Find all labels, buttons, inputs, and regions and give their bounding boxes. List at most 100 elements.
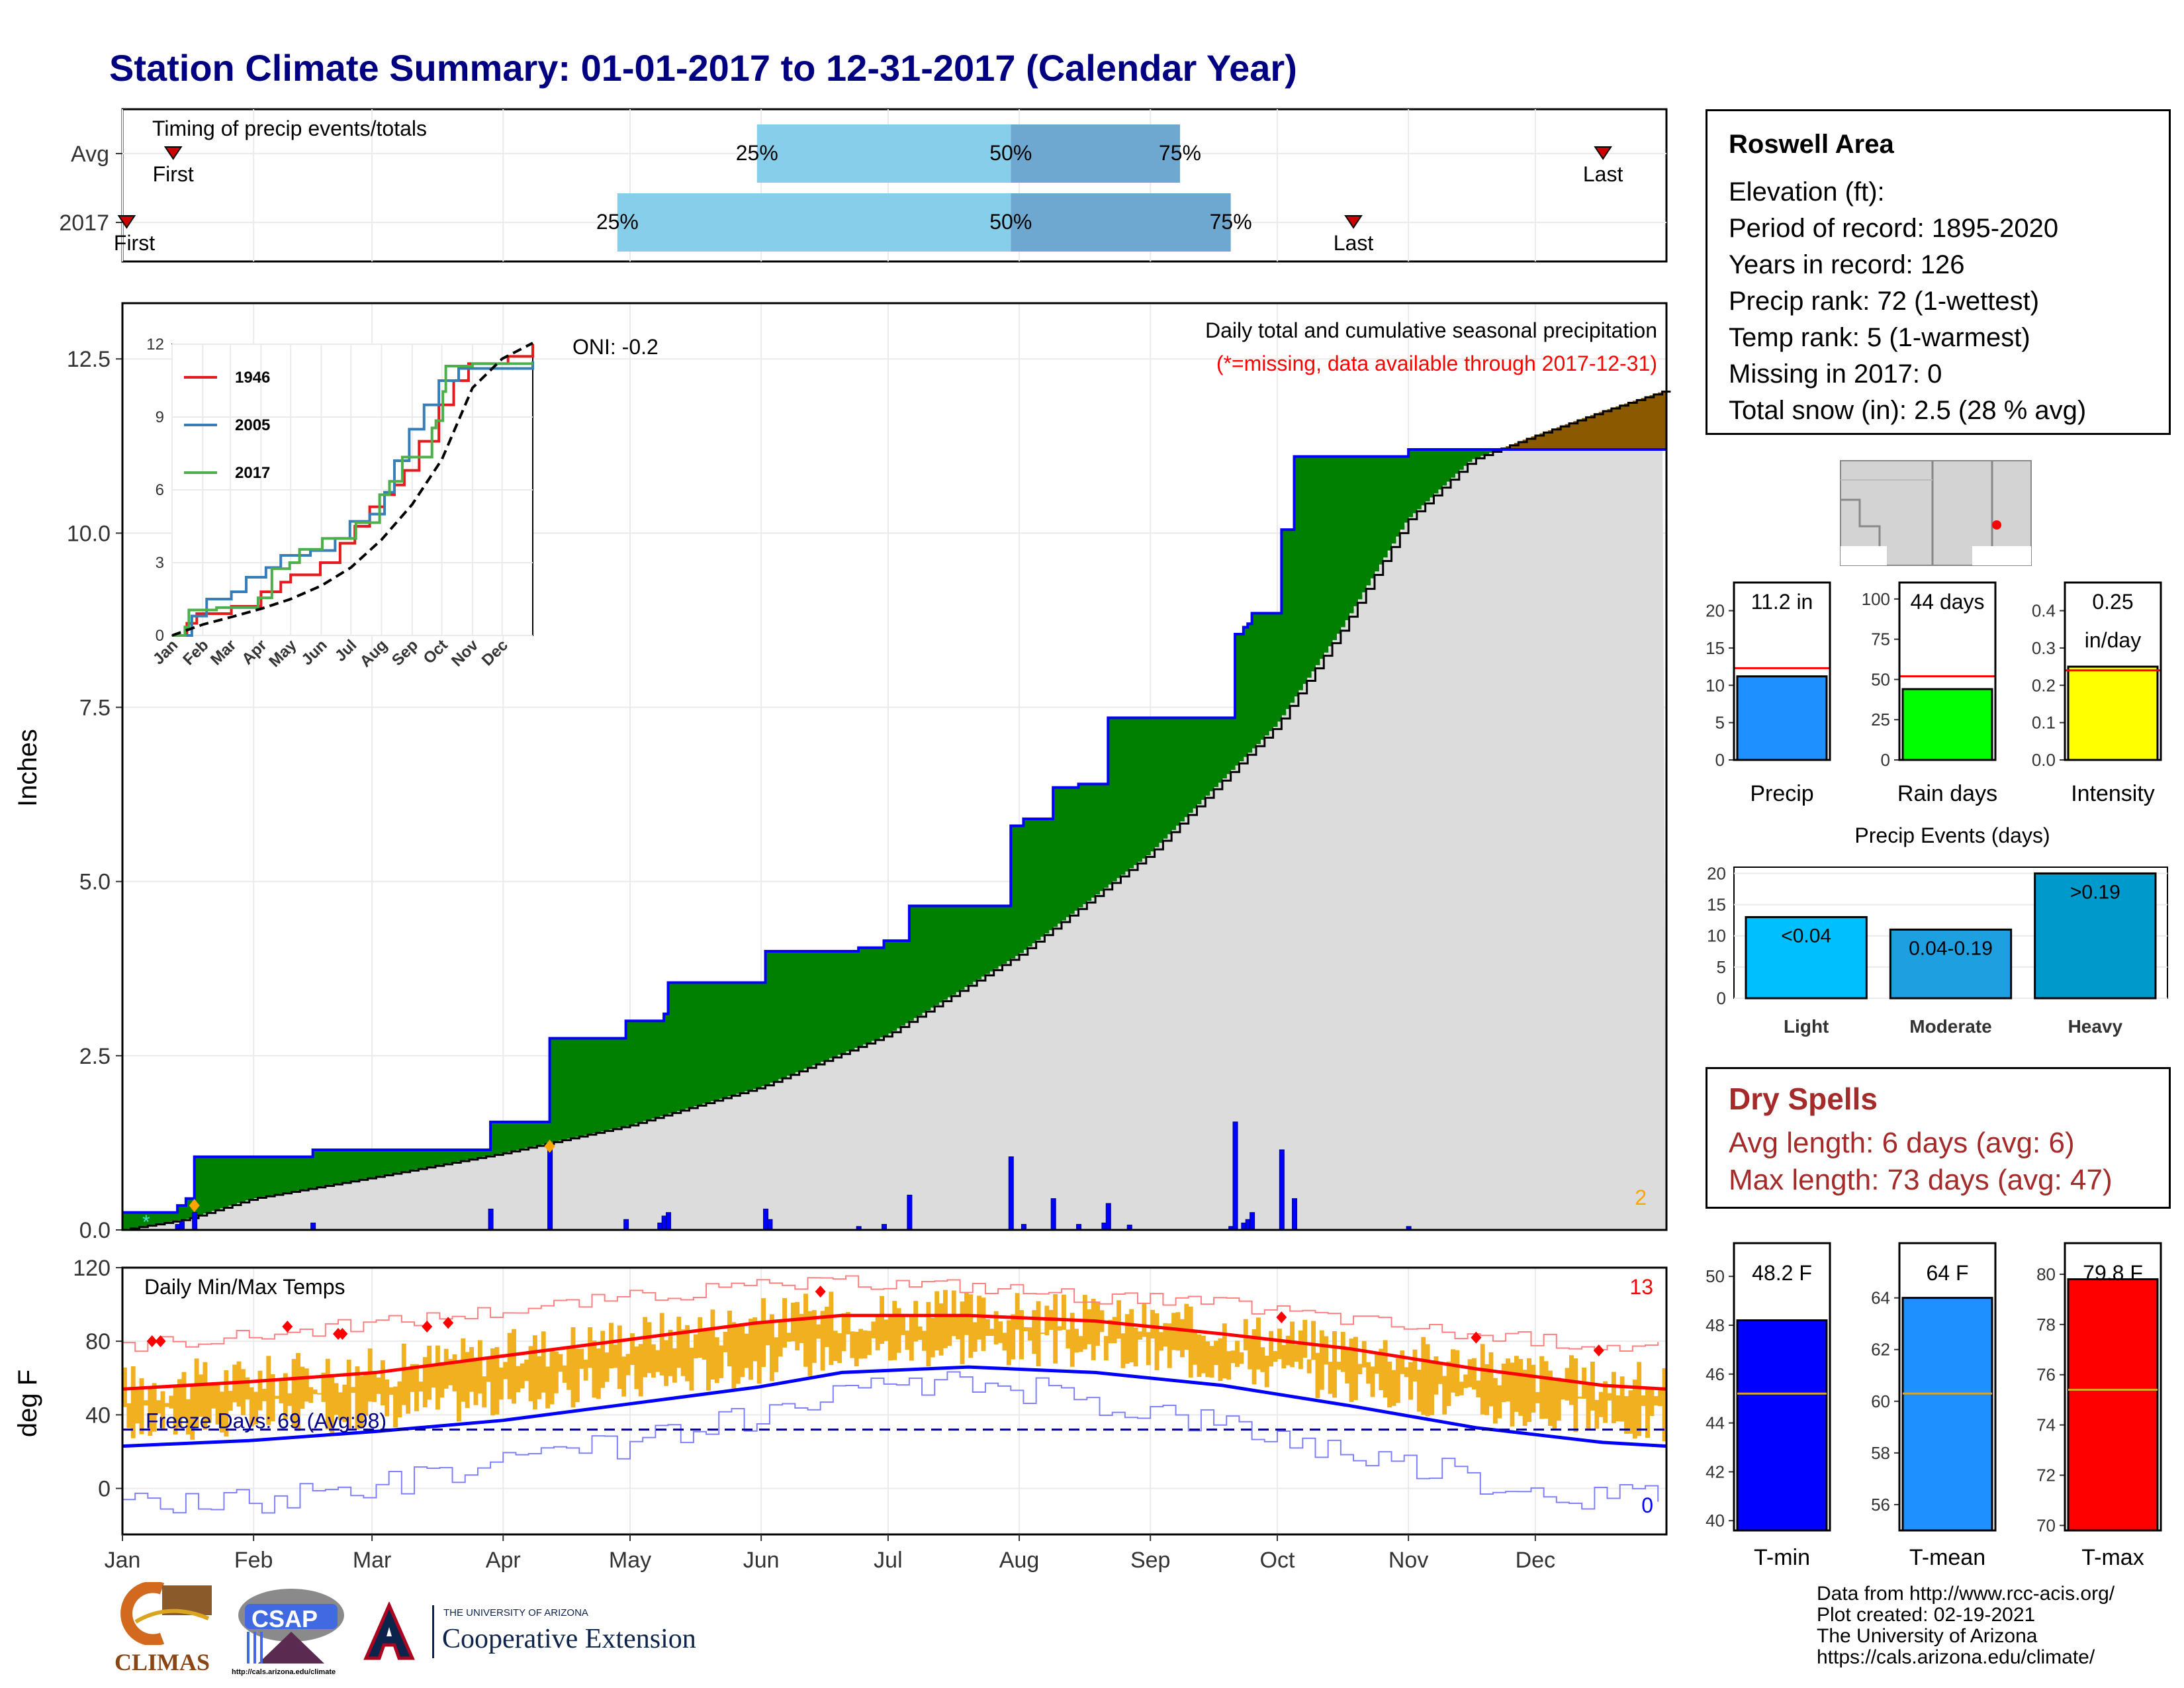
daily-temp-bar <box>1480 1344 1485 1415</box>
page-title: Station Climate Summary: 01-01-2017 to 1… <box>109 47 1297 89</box>
daily-temp-bar <box>456 1362 461 1422</box>
cumulative-diff-fill <box>790 951 796 1074</box>
daily-temp-bar <box>592 1340 597 1398</box>
cumulative-diff-fill <box>1484 449 1490 455</box>
daily-temp-bar <box>164 1403 169 1407</box>
daily-temp-bar <box>926 1301 931 1367</box>
cumulative-diff-fill <box>1603 410 1608 450</box>
daily-temp-bar <box>1230 1350 1236 1364</box>
daily-temp-bar <box>562 1365 567 1383</box>
daily-temp-bar <box>410 1364 415 1392</box>
daily-temp-bar <box>533 1335 537 1410</box>
daily-temp-bar <box>279 1379 284 1403</box>
cumulative-diff-fill <box>1374 456 1379 572</box>
cumulative-diff-fill <box>871 947 876 1041</box>
inset-avg-line <box>171 342 533 637</box>
cumulative-diff-fill <box>1598 412 1604 450</box>
cumulative-diff-fill <box>448 1149 453 1164</box>
cumulative-diff-fill <box>858 947 864 1047</box>
cumulative-diff-fill <box>1391 456 1396 544</box>
summary-ytick-label: 5 <box>1715 713 1725 733</box>
info-temp-rank: Temp rank: 5 (1-warmest) <box>1729 323 2030 352</box>
daily-temp-bar <box>181 1372 187 1418</box>
cumulative-diff-fill <box>609 1038 614 1130</box>
credit-plot-created: Plot created: 02-19-2021 <box>1817 1604 2036 1626</box>
cumulative-diff-fill <box>993 906 999 969</box>
daily-temp-bar <box>922 1331 927 1351</box>
cumulative-diff-fill <box>456 1149 461 1162</box>
cumulative-diff-fill <box>1336 456 1342 634</box>
cumulative-diff-fill <box>926 906 931 1011</box>
daily-temp-bar <box>600 1331 606 1388</box>
daily-temp-bar <box>1167 1323 1172 1368</box>
tempbar-ytick-label: 78 <box>2036 1315 2056 1335</box>
daily-temp-bar <box>1069 1313 1075 1367</box>
daily-temp-bar <box>1027 1327 1032 1341</box>
events-value-label: <0.04 <box>1781 925 1831 947</box>
cumulative-diff-fill <box>312 1149 318 1188</box>
daily-temp-bar <box>799 1313 804 1343</box>
daily-temp-bar <box>1615 1395 1621 1422</box>
cumulative-diff-fill <box>1404 456 1409 523</box>
daily-temp-bar <box>1412 1349 1418 1382</box>
cumulative-diff-fill <box>1577 419 1582 450</box>
daily-temp-bar <box>1395 1358 1400 1403</box>
daily-temp-bar <box>567 1347 572 1390</box>
cumulative-diff-fill <box>1112 718 1117 882</box>
daily-temp-bar <box>1133 1327 1138 1367</box>
cumulative-diff-fill <box>1412 449 1418 514</box>
cumulative-diff-fill <box>956 906 961 992</box>
daily-temp-bar <box>498 1367 504 1400</box>
cumulative-diff-fill <box>372 1149 377 1178</box>
daily-temp-bar <box>570 1327 576 1408</box>
cumulative-diff-fill <box>199 1156 204 1215</box>
cumulative-diff-fill <box>807 951 813 1067</box>
cumulative-diff-fill <box>1361 456 1367 592</box>
cumulative-diff-fill <box>334 1149 339 1184</box>
daily-temp-bar <box>1273 1351 1278 1362</box>
daily-temp-bar <box>917 1326 923 1340</box>
daily-temp-bar <box>1277 1329 1282 1360</box>
daily-temp-bar <box>1497 1385 1502 1419</box>
daily-temp-bar <box>1611 1372 1616 1423</box>
month-label: Jun <box>743 1548 780 1573</box>
daily-temp-bar <box>1269 1331 1274 1367</box>
daily-temp-bar <box>1561 1379 1566 1400</box>
cumulative-diff-fill <box>1662 391 1667 450</box>
daily-temp-bar <box>1324 1336 1329 1365</box>
daily-temp-bar <box>837 1333 842 1364</box>
cumulative-diff-fill <box>1158 718 1163 843</box>
daily-temp-bar <box>397 1381 402 1418</box>
daily-temp-bar <box>1285 1335 1291 1366</box>
record-high-marker <box>146 1335 158 1348</box>
daily-temp-bar <box>482 1376 487 1408</box>
daily-temp-bar <box>1179 1319 1185 1358</box>
cumulative-diff-fill <box>638 1021 643 1123</box>
daily-temp-bar <box>748 1319 753 1380</box>
daily-temp-bar <box>1556 1378 1561 1421</box>
daily-temp-bar <box>998 1321 1003 1343</box>
cumulative-diff-fill <box>1641 398 1646 450</box>
daily-temp-bar <box>862 1330 868 1359</box>
cumulative-diff-fill <box>676 982 682 1111</box>
cumulative-diff-fill <box>1353 456 1358 606</box>
daily-temp-bar <box>427 1345 432 1400</box>
daily-temp-bar <box>795 1301 800 1351</box>
tempbar-value-label: 79.8 F <box>2083 1261 2143 1285</box>
cumulative-diff-fill <box>1209 718 1214 792</box>
month-label: Oct <box>1260 1548 1295 1573</box>
daily-temp-bar <box>1586 1382 1591 1429</box>
cumulative-diff-fill <box>321 1149 326 1187</box>
cumulative-diff-fill <box>541 1121 546 1145</box>
cumulative-diff-fill <box>1179 718 1185 821</box>
daily-temp-bar <box>1416 1370 1422 1412</box>
daily-temp-bar <box>985 1319 990 1336</box>
precip-ytick-label: 5.0 <box>79 870 111 895</box>
daily-temp-bar <box>414 1364 419 1411</box>
summary-ytick-label: 0.2 <box>2032 675 2056 695</box>
oni-label: ONI: -0.2 <box>572 335 659 359</box>
summary-value-bar <box>2067 665 2159 761</box>
month-label: Aug <box>999 1548 1040 1573</box>
cumulative-diff-fill <box>934 906 940 1006</box>
cumulative-diff-fill <box>139 1212 144 1227</box>
